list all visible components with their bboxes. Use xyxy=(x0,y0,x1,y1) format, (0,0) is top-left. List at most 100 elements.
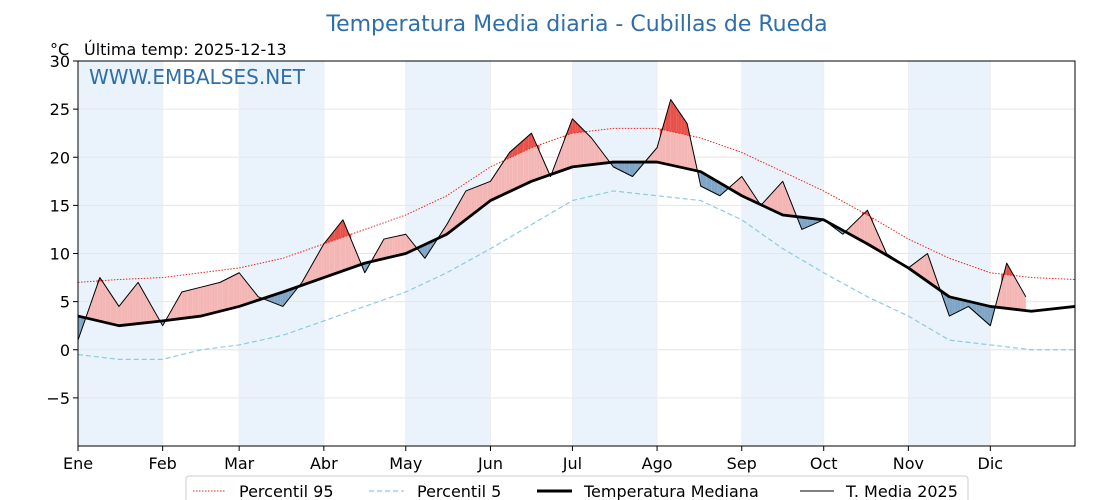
fill-above-median xyxy=(998,283,1002,308)
fill-below-median xyxy=(954,298,958,314)
x-tick-label: Ago xyxy=(642,454,673,473)
fill-above-median xyxy=(744,180,748,199)
fill-above-median xyxy=(506,152,510,193)
fill-above-median xyxy=(498,164,502,197)
fill-below-median xyxy=(618,162,622,171)
fill-above-median xyxy=(692,148,696,171)
fill-above-p95 xyxy=(337,223,341,240)
fill-below-median xyxy=(960,299,964,311)
fill-below-median xyxy=(280,292,283,307)
fill-below-median xyxy=(422,244,425,259)
fill-above-median xyxy=(203,285,207,316)
fill-above-median xyxy=(452,210,455,231)
fill-above-median xyxy=(594,141,597,165)
x-tick-label: Feb xyxy=(149,454,177,473)
fill-above-median xyxy=(749,188,753,201)
fill-above-median xyxy=(927,253,931,284)
y-tick-label: 10 xyxy=(50,245,70,264)
fill-above-median xyxy=(878,234,882,252)
x-axis: Ene Feb Mar Abr May Jun Jul Ago Sep Oct Nov Dic xyxy=(63,446,1003,473)
fill-above-median xyxy=(192,288,196,318)
fill-above-median xyxy=(97,277,100,322)
fill-above-median xyxy=(446,219,450,235)
fill-above-p95 xyxy=(528,133,532,149)
fill-below-median xyxy=(706,174,709,191)
fill-below-median xyxy=(714,179,718,195)
fill-above-median xyxy=(105,285,109,324)
fill-above-median xyxy=(932,269,936,288)
fill-above-median xyxy=(118,303,122,326)
y-tick-label: 5 xyxy=(60,293,70,312)
fill-above-median xyxy=(400,234,404,255)
fill-above-median xyxy=(132,285,136,325)
fill-above-median xyxy=(239,272,242,307)
fill-above-median xyxy=(856,218,860,240)
y-tick-label: 20 xyxy=(50,148,70,167)
x-tick-label: Oct xyxy=(810,454,838,473)
fill-below-median xyxy=(717,181,720,196)
fill-above-p95 xyxy=(673,103,677,133)
fill-above-p95 xyxy=(676,107,679,134)
fill-above-median xyxy=(577,124,581,167)
fill-above-median xyxy=(479,184,483,209)
fill-below-median xyxy=(982,304,985,321)
p95-line xyxy=(77,127,1076,283)
fill-below-median xyxy=(984,305,988,324)
fill-above-median xyxy=(397,235,401,256)
fill-above-median xyxy=(741,176,745,198)
fill-above-median xyxy=(356,252,360,267)
fill-above-median xyxy=(515,145,518,190)
fill-below-median xyxy=(799,216,802,230)
fill-above-p95 xyxy=(569,118,573,135)
fill-above-median xyxy=(586,132,589,166)
fill-above-median xyxy=(769,193,772,210)
fill-above-median xyxy=(304,272,308,285)
fill-above-median xyxy=(1017,282,1021,310)
fill-above-median xyxy=(236,272,240,308)
fill-above-median xyxy=(777,184,780,214)
legend: Percentil 95 Percentil 5 Temperatura Med… xyxy=(185,475,969,500)
fill-above-median xyxy=(230,275,234,309)
fill-above-median xyxy=(381,239,384,260)
x-tick-label: Jun xyxy=(477,454,503,473)
fill-above-median xyxy=(389,237,393,258)
fill-above-median xyxy=(476,185,480,212)
fill-above-median xyxy=(94,285,98,321)
fill-above-median xyxy=(495,168,499,198)
fill-above-median xyxy=(217,282,221,312)
fill-above-median xyxy=(209,284,212,314)
fill-above-median xyxy=(689,136,693,170)
fill-below-median xyxy=(952,297,955,315)
fill-above-median xyxy=(484,182,488,205)
fill-below-median xyxy=(629,162,633,177)
fill-above-median xyxy=(739,176,742,196)
fill-above-median xyxy=(127,292,130,325)
fill-above-median xyxy=(124,296,128,326)
fill-above-median xyxy=(312,258,316,282)
x-tick-label: Dic xyxy=(978,454,1004,473)
fill-above-median xyxy=(859,215,862,241)
fill-above-median xyxy=(1023,292,1026,311)
x-tick-label: Sep xyxy=(727,454,757,473)
fill-above-median xyxy=(233,274,237,308)
fill-above-median xyxy=(1009,267,1013,310)
fill-above-median xyxy=(110,294,114,325)
fill-above-median xyxy=(493,173,496,200)
fill-below-median xyxy=(364,262,368,273)
fill-above-median xyxy=(657,138,660,163)
fill-above-median xyxy=(383,238,387,259)
fill-above-median xyxy=(861,212,865,243)
y-tick-label: 30 xyxy=(50,52,70,71)
fill-above-median xyxy=(394,236,398,257)
fill-above-median xyxy=(864,210,868,244)
fill-above-median xyxy=(457,200,461,226)
fill-above-median xyxy=(375,248,379,261)
fill-above-p95 xyxy=(515,145,518,156)
fill-above-median xyxy=(599,148,603,164)
fill-above-median xyxy=(392,236,395,257)
fill-above-median xyxy=(872,222,876,249)
fill-above-median xyxy=(211,283,215,314)
fill-above-median xyxy=(176,296,180,320)
fill-below-median xyxy=(973,302,977,314)
fill-above-p95 xyxy=(575,121,578,133)
